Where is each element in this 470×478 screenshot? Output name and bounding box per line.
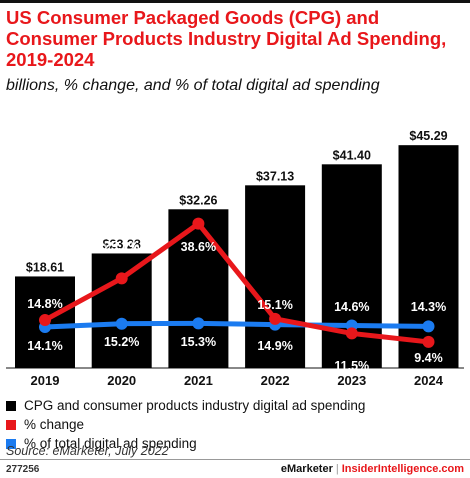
change-label-2021: 38.6% xyxy=(181,240,216,254)
legend-label-change: % change xyxy=(24,417,85,432)
change-label-2024: 9.4% xyxy=(414,351,443,365)
share-label-2019: 14.1% xyxy=(27,339,62,353)
legend-swatch-share xyxy=(6,438,16,449)
bar-label-2023: $41.40 xyxy=(333,148,371,162)
bar-2022 xyxy=(245,185,306,368)
bar-label-2019: $18.61 xyxy=(26,260,64,274)
top-rule xyxy=(0,0,470,3)
legend-swatch-change xyxy=(6,419,16,430)
bar-label-2024: $45.29 xyxy=(409,129,447,143)
share-label-2022: 14.9% xyxy=(257,339,292,353)
legend-item-change: % change xyxy=(6,415,365,434)
change-point-2024 xyxy=(422,335,435,348)
change-point-2023 xyxy=(345,327,358,340)
legend-item-spending: CPG and consumer products industry digit… xyxy=(6,396,365,415)
chart-subtitle: billions, % change, and % of total digit… xyxy=(6,77,380,94)
source-note: Source: eMarketer, July 2022 xyxy=(6,444,169,458)
legend-label-spending: CPG and consumer products industry digit… xyxy=(24,398,366,413)
share-point-2021 xyxy=(192,317,205,330)
legend: CPG and consumer products industry digit… xyxy=(6,396,365,453)
brand-emarketer: eMarketer xyxy=(280,463,333,475)
share-point-2020 xyxy=(115,317,128,330)
x-tick-2024: 2024 xyxy=(414,373,444,388)
share-label-2021: 15.3% xyxy=(181,335,216,349)
change-point-2020 xyxy=(115,272,128,285)
x-tick-2019: 2019 xyxy=(31,373,60,388)
x-tick-2020: 2020 xyxy=(107,373,136,388)
brand-separator: | xyxy=(335,463,339,475)
share-line xyxy=(42,320,431,330)
brand-insider: InsiderIntelligence.com xyxy=(341,463,464,475)
x-tick-2023: 2023 xyxy=(337,373,366,388)
legend-item-share: % of total digital ad spending xyxy=(6,434,365,453)
change-point-2022 xyxy=(269,312,282,325)
share-label-2024: 14.3% xyxy=(411,300,446,314)
change-point-2021 xyxy=(192,217,205,230)
bar-2020 xyxy=(91,253,152,368)
legend-label-share: % of total digital ad spending xyxy=(24,436,197,451)
change-point-2019 xyxy=(39,314,51,327)
bar-label-2020: $23.28 xyxy=(103,237,141,251)
bar-label-2022: $37.13 xyxy=(256,169,294,183)
share-label-2020: 15.2% xyxy=(104,335,139,349)
x-tick-2021: 2021 xyxy=(184,373,213,388)
share-point-2024 xyxy=(422,320,435,333)
share-label-2023: 14.6% xyxy=(334,300,369,314)
bar-label-2021: $32.26 xyxy=(179,193,217,207)
chart-id: 277256 xyxy=(6,464,40,475)
x-tick-2022: 2022 xyxy=(261,373,290,388)
change-label-2022: 15.1% xyxy=(257,298,292,312)
change-label-2023: 11.5% xyxy=(334,359,369,373)
legend-swatch-spending xyxy=(6,400,16,411)
change-label-2020: 25.1% xyxy=(104,239,139,253)
bar-2024 xyxy=(398,145,459,368)
footer-rule xyxy=(0,459,470,460)
change-label-2019: 14.8% xyxy=(27,297,62,311)
change-line xyxy=(42,221,431,345)
combo-chart: $18.61 $23.28 $32.26 $37.13 $41.40 $45.29 2019… xyxy=(6,129,464,388)
brand: eMarketer | InsiderIntelligence.com xyxy=(281,463,464,475)
chart-title: US Consumer Packaged Goods (CPG) and Con… xyxy=(6,7,447,70)
